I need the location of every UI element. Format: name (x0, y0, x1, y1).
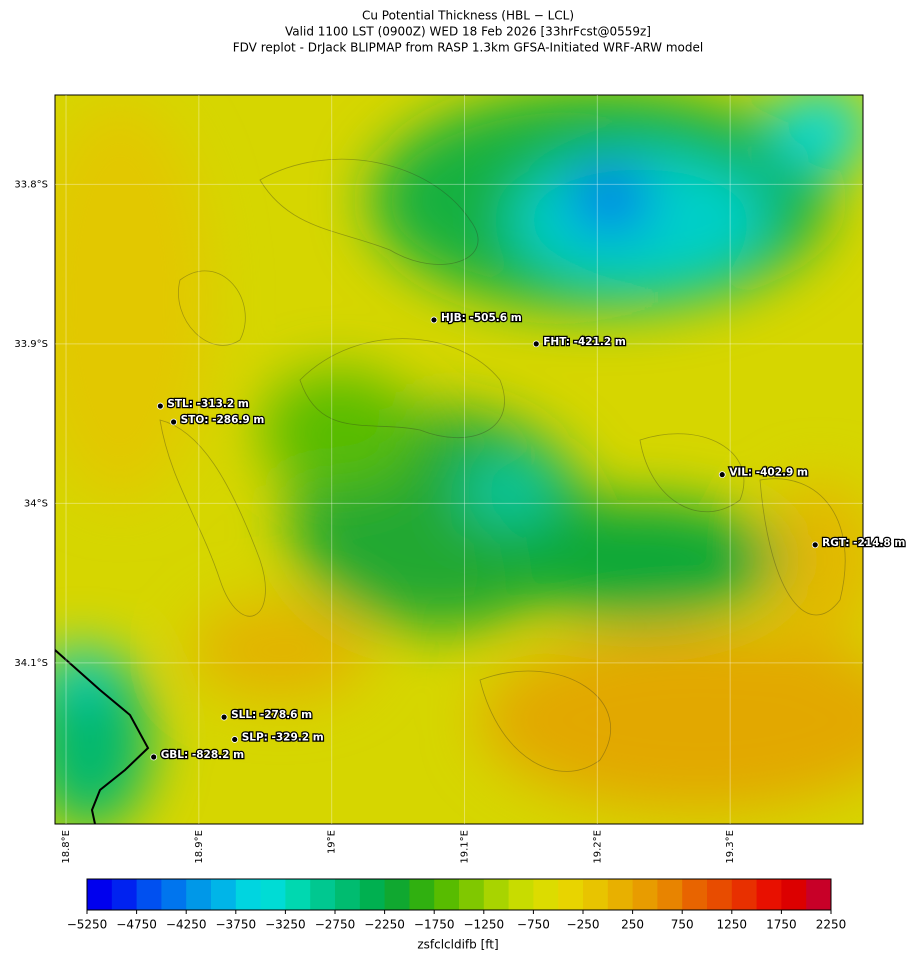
colorbar-bin (335, 879, 361, 910)
colorbar-bin (682, 879, 708, 910)
colorbar-bin (607, 879, 634, 910)
colorbar-tick-label: −1750 (414, 918, 455, 932)
colorbar-bin (657, 879, 683, 910)
station (156, 402, 164, 410)
colorbar-tick-label: −3750 (216, 918, 257, 932)
colorbar-tick-label: −1250 (464, 918, 505, 932)
source: FDV replot - DrJack BLIPMAP from RASP 1.… (233, 41, 703, 55)
colorbar-bin (583, 879, 609, 910)
colorbar-bin (409, 879, 435, 910)
colorbar-bin (806, 879, 832, 910)
station-label: VIL: -402.9 m (729, 467, 808, 479)
map-field (55, 95, 863, 824)
colorbar-tick-label: −5250 (67, 918, 108, 932)
station-label: STL: -313.2 m (167, 398, 248, 410)
colorbar-tick-label: −2750 (315, 918, 356, 932)
x-tick-label: 19.3°E (725, 830, 736, 864)
station-label: FHT: -421.2 m (543, 336, 626, 348)
colorbar-bin (731, 879, 758, 910)
colorbar-bin (434, 879, 460, 910)
station-label: STO: -286.9 m (181, 414, 265, 426)
station-label: SLL: -278.6 m (231, 709, 312, 721)
colorbar-tick-label: −4250 (166, 918, 207, 932)
colorbar-bin (136, 879, 162, 910)
x-tick-label: 18.8°E (61, 830, 72, 864)
field-shading (55, 95, 863, 824)
y-tick-label: 34°S (24, 498, 48, 509)
y-tick-label: 33.8°S (14, 179, 48, 190)
station-label: GBL: -828.2 m (161, 749, 244, 761)
colorbar-bin (459, 879, 485, 910)
colorbar-bin (781, 879, 807, 910)
colorbar-bin (161, 879, 187, 910)
colorbar-tick-label: 1750 (766, 918, 797, 932)
colorbar-bin (260, 879, 286, 910)
station (811, 541, 819, 549)
colorbar-tick-label: −2250 (364, 918, 405, 932)
station (170, 418, 178, 426)
x-tick-label: 19.1°E (460, 830, 471, 864)
station (231, 736, 239, 743)
x-tick-label: 19°E (327, 830, 338, 854)
colorbar-bin (558, 879, 584, 910)
colorbar-tick-label: −3250 (265, 918, 306, 932)
y-tick-label: 34.1°S (14, 658, 48, 669)
colorbar-label: zsfclcldifb [ft] (417, 938, 498, 952)
colorbar-frame (86, 878, 832, 911)
station (718, 471, 726, 479)
y-tick-label: 33.9°S (14, 339, 48, 350)
station-label: RGT: -214.8 m (822, 537, 905, 549)
colorbar-bin (632, 879, 658, 910)
station-label: SLP: -329.2 m (242, 731, 324, 743)
station (532, 340, 540, 348)
colorbar-bin (87, 879, 113, 910)
colorbar-bin (756, 879, 782, 910)
colorbar-tick-label: −4750 (116, 918, 157, 932)
x-tick-label: 19.2°E (592, 830, 603, 864)
colorbar-tick-label: 2250 (816, 918, 847, 932)
subtitle: Valid 1100 LST (0900Z) WED 18 Feb 2026 [… (285, 25, 651, 39)
colorbar-bin (111, 879, 138, 910)
colorbar-bin (508, 879, 534, 910)
title: Cu Potential Thickness (HBL − LCL) (362, 9, 574, 23)
station-label: HJB: -505.6 m (441, 312, 522, 324)
colorbar-bin (235, 879, 262, 910)
colorbar-tick-label: 750 (671, 918, 694, 932)
coastline (55, 649, 150, 824)
colorbar-bin (707, 879, 733, 910)
colorbar-tick-label: 250 (621, 918, 644, 932)
colorbar-bin (483, 879, 510, 910)
colorbar-bin (285, 879, 311, 910)
colorbar-tick-label: −250 (567, 918, 600, 932)
map-frame (54, 94, 864, 825)
colorbar-bin (384, 879, 410, 910)
colorbar-bin (211, 879, 237, 910)
colorbar-bin (310, 879, 336, 910)
contours (159, 158, 846, 772)
colorbar-bin (533, 879, 559, 910)
station (430, 316, 438, 324)
colorbar-tick-label: −750 (517, 918, 550, 932)
colorbar-tick-label: 1250 (717, 918, 748, 932)
station (150, 753, 158, 761)
station (220, 713, 228, 721)
x-tick-label: 18.9°E (194, 830, 205, 864)
colorbar-bin (186, 879, 212, 910)
colorbar-bin (359, 879, 386, 910)
